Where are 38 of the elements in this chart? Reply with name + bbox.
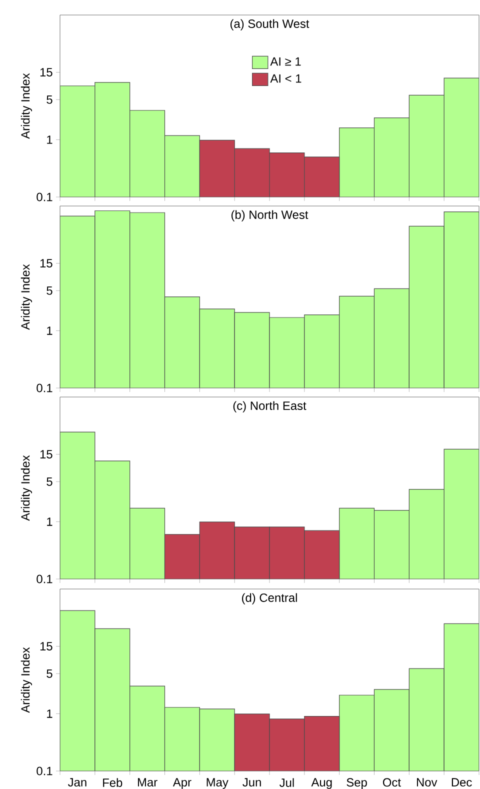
y-axis-title: Aridity Index [20, 73, 32, 139]
y-tick-label: 1 [47, 518, 52, 526]
y-tick-label: 0.1 [36, 766, 52, 776]
y-tick-label: 1 [47, 136, 52, 144]
x-tick-label: Nov [416, 778, 438, 787]
y-tick-label: 15 [40, 642, 52, 650]
x-tick-label: Feb [103, 778, 122, 787]
x-tick-label: Jul [280, 778, 294, 787]
x-tick-label: Aug [311, 778, 332, 789]
x-tick-label: Mar [138, 778, 158, 787]
y-tick-label: 15 [40, 68, 52, 76]
y-tick-label: 5 [46, 669, 52, 678]
y-tick-label: 1 [47, 710, 52, 718]
y-axis-title: Aridity Index [20, 264, 32, 330]
x-tick-label: Jan [68, 778, 86, 787]
x-tick-label: Oct [382, 778, 401, 787]
x-tick-label: Dec [452, 778, 472, 787]
y-tick-label: 0.1 [36, 574, 52, 584]
legend-label: AI < 1 [270, 74, 302, 83]
chart-title: (a) South West [230, 19, 310, 30]
chart-title: (c) North East [233, 401, 306, 412]
y-tick-label: 5 [46, 95, 52, 104]
chart-title: (b) North West [231, 210, 308, 222]
y-tick-label: 0.1 [36, 192, 52, 202]
y-tick-label: 1 [47, 326, 52, 335]
x-tick-label: Jun [242, 778, 261, 787]
y-tick-label: 5 [46, 286, 52, 295]
chart-title: (d) Central [242, 593, 297, 604]
x-tick-label: Sep [346, 778, 367, 789]
x-tick-label: May [206, 778, 228, 789]
y-tick-label: 15 [40, 450, 52, 458]
x-tick-label: Apr [172, 778, 192, 789]
y-axis-title: Aridity Index [20, 647, 32, 713]
y-tick-label: 0.1 [36, 384, 52, 392]
y-tick-label: 15 [40, 259, 52, 268]
y-axis-title: Aridity Index [20, 455, 32, 521]
legend-label: AI ≥ 1 [270, 57, 301, 66]
y-tick-label: 5 [46, 477, 52, 486]
